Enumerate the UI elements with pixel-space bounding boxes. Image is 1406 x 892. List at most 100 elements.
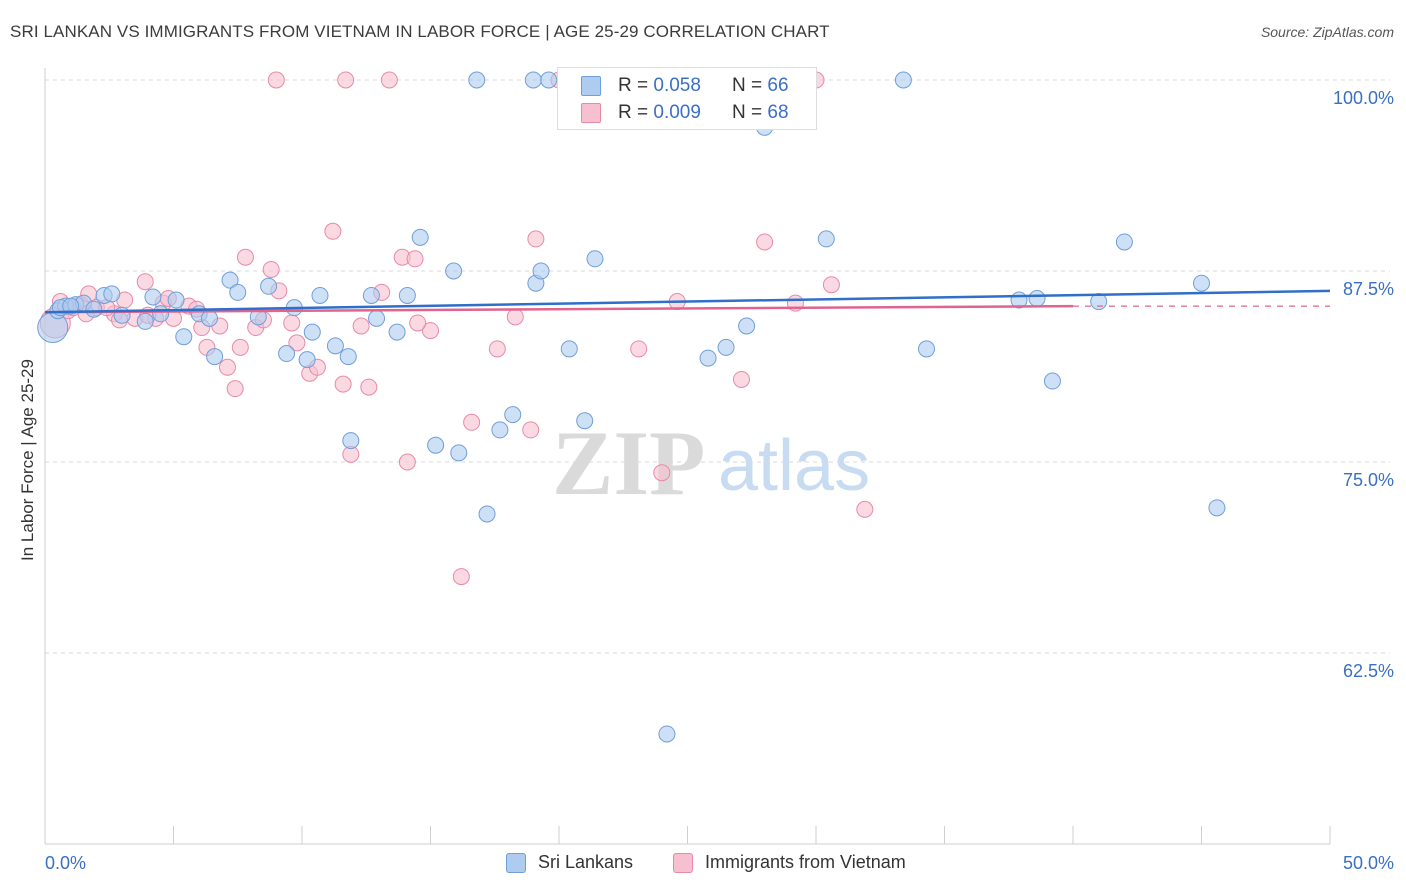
- x-tick-label: 50.0%: [1343, 853, 1394, 873]
- vietnam-point: [653, 464, 671, 482]
- vietnam-point: [422, 322, 439, 340]
- tick-labels: 62.5% 75.0% 87.5% 100.0% 0.0% 50.0%: [45, 88, 1394, 873]
- vietnam-point: [398, 453, 416, 471]
- srilankan-point: [586, 250, 604, 268]
- stats-r-label: R =: [618, 102, 654, 123]
- stats-swatch-pink: [581, 103, 601, 123]
- srilankan-point: [491, 421, 509, 439]
- vietnam-point: [756, 233, 774, 251]
- vietnam-point: [630, 340, 648, 358]
- srilankan-point: [326, 337, 344, 355]
- vietnam-point: [267, 71, 285, 89]
- grid-lines: [45, 79, 1390, 654]
- srilankan-point: [1043, 372, 1061, 390]
- stats-n-value: 68: [767, 102, 789, 123]
- vietnam-point: [409, 314, 427, 332]
- srilankan-point: [398, 286, 416, 304]
- stats-r-value: 0.009: [653, 102, 701, 123]
- vietnam-point: [334, 375, 352, 393]
- srilankan-point: [278, 345, 296, 363]
- regression-line-vietnam: [44, 304, 1074, 314]
- srilankan-point: [532, 262, 550, 280]
- vietnam-point: [337, 71, 355, 89]
- watermark-zip: ZIP: [552, 412, 705, 514]
- srilankan-point: [717, 338, 735, 356]
- legend-item-srilankans[interactable]: Sri Lankans: [506, 852, 633, 873]
- srilankan-point: [504, 406, 522, 424]
- stats-n-label: N =: [732, 75, 768, 96]
- legend-label: Sri Lankans: [538, 852, 634, 872]
- vietnam-point: [288, 334, 306, 352]
- legend: Sri Lankans Immigrants from Vietnam: [0, 852, 1406, 876]
- srilankan-point: [560, 340, 578, 358]
- stats-box: R = 0.058 N = 66 R = 0.009 N = 68: [557, 67, 817, 130]
- stats-swatch-blue: [581, 76, 601, 96]
- srilankan-point: [206, 348, 224, 366]
- legend-swatch-pink: [673, 852, 693, 873]
- legend-swatch-blue: [506, 852, 526, 873]
- vietnam-point: [283, 314, 301, 332]
- stats-n-label: N =: [732, 102, 768, 123]
- srilankan-point: [342, 432, 360, 450]
- srilankan-point: [136, 312, 154, 330]
- y-tick-label: 75.0%: [1343, 470, 1394, 490]
- axes: [44, 68, 1331, 845]
- vietnam-point: [218, 358, 236, 376]
- srilankan-point: [478, 505, 496, 523]
- srilankan-point: [85, 300, 103, 318]
- srilankan-point: [144, 288, 162, 306]
- vietnam-point: [352, 317, 370, 335]
- chart-title: SRI LANKAN VS IMMIGRANTS FROM VIETNAM IN…: [10, 22, 830, 41]
- vietnam-point: [236, 248, 254, 266]
- x-tick-label: 0.0%: [45, 853, 86, 873]
- y-tick-label: 87.5%: [1343, 279, 1394, 299]
- srilankan-point: [221, 271, 239, 289]
- vietnam-point: [527, 230, 545, 248]
- srilankan-point: [699, 349, 717, 367]
- srilankan-point: [1208, 499, 1226, 517]
- srilankan-point: [1028, 290, 1046, 308]
- vietnam-point: [506, 308, 524, 326]
- srilankan-point: [200, 309, 218, 327]
- vietnam-point: [522, 421, 540, 439]
- vietnam-point: [452, 568, 470, 586]
- vietnam-point: [136, 273, 154, 291]
- srilankan-point: [368, 309, 386, 327]
- srilankan-point: [303, 323, 321, 341]
- y-tick-label: 100.0%: [1333, 88, 1394, 108]
- source-label: Source: ZipAtlas.com: [1260, 24, 1394, 40]
- srilankan-point: [468, 71, 486, 89]
- y-axis-label: In Labor Force | Age 25-29: [18, 359, 37, 561]
- srilankan-point: [167, 291, 185, 309]
- srilankan-point: [1115, 233, 1133, 251]
- legend-item-vietnam[interactable]: Immigrants from Vietnam: [673, 852, 906, 873]
- vietnam-point: [360, 378, 378, 396]
- srilankan-point: [339, 348, 357, 366]
- vietnam-point: [856, 500, 874, 518]
- srilankan-point: [576, 412, 594, 430]
- srilankan-point: [311, 286, 329, 304]
- srilankan-point: [894, 71, 912, 89]
- srilankan-point: [229, 283, 247, 301]
- srilankan-point: [658, 725, 676, 743]
- stats-n-value: 66: [767, 75, 789, 96]
- srilankan-point: [427, 436, 445, 454]
- srilankan-point: [817, 230, 835, 248]
- srilankan-point: [152, 305, 170, 323]
- srilankan-point: [362, 286, 380, 304]
- regression-lines: [44, 289, 1331, 314]
- vietnam-point: [226, 380, 244, 398]
- watermark-atlas: atlas: [718, 426, 870, 506]
- vietnam-point: [488, 340, 506, 358]
- srilankan-point: [445, 262, 463, 280]
- srilankan-point: [540, 71, 558, 89]
- vietnam-point: [406, 250, 424, 268]
- srilankan-point: [524, 71, 542, 89]
- vietnam-point: [732, 370, 750, 388]
- stats-r-value: 0.058: [653, 75, 701, 96]
- srilankan-point: [62, 297, 80, 315]
- stats-r-label: R =: [618, 75, 654, 96]
- srilankan-point: [918, 340, 936, 358]
- srilankan-point: [103, 285, 121, 303]
